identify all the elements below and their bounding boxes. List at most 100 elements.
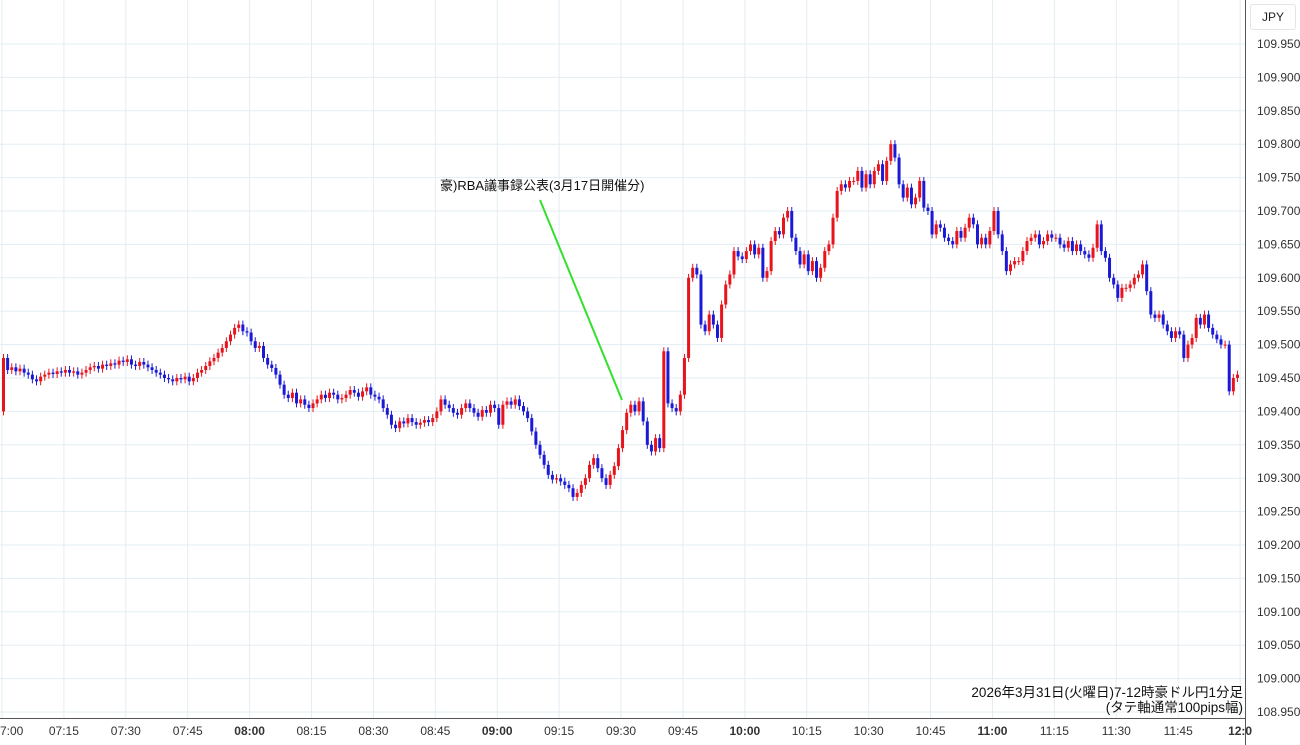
candle-down (14, 367, 18, 372)
candle-down (1161, 314, 1165, 325)
candle-up (191, 378, 195, 382)
price-tick-label: 109.450 (1257, 371, 1300, 385)
caption-line-2: (タテ軸通常100pips幅) (1105, 700, 1243, 715)
candle-down (295, 392, 299, 404)
candle-up (992, 211, 996, 232)
candle-down (286, 394, 290, 399)
candle-down (546, 464, 550, 475)
candle-up (204, 365, 208, 370)
candle-up (905, 187, 909, 198)
candle-up (707, 314, 711, 332)
candle-up (732, 251, 736, 275)
candle-up (728, 274, 732, 285)
candle-down (695, 267, 699, 275)
candle-up (200, 369, 204, 373)
candle-up (1231, 378, 1235, 392)
time-tick-label: 08:00 (234, 724, 265, 738)
candle-down (1070, 241, 1074, 252)
candle-up (63, 369, 67, 373)
candle-up (1033, 234, 1037, 238)
candle-up (823, 251, 827, 268)
candle-up (720, 304, 724, 338)
candle-down (455, 412, 459, 415)
price-tick-label: 109.350 (1257, 438, 1300, 452)
candle-up (1029, 237, 1033, 242)
candle-down (270, 364, 274, 368)
candle-down (394, 424, 398, 429)
candle-down (901, 184, 905, 198)
candle-down (868, 174, 872, 185)
candle-up (212, 357, 216, 362)
candle-down (389, 414, 393, 425)
candle-down (150, 367, 154, 370)
time-tick-label: 08:30 (358, 724, 388, 738)
candle-up (464, 403, 468, 409)
candle-down (332, 392, 336, 395)
time-tick-label: 10:30 (854, 724, 884, 738)
candle-down (134, 364, 138, 366)
candle-down (369, 387, 373, 395)
candle-up (914, 197, 918, 205)
candle-down (670, 403, 674, 409)
candle-up (980, 237, 984, 245)
price-tick-label: 109.500 (1257, 338, 1300, 352)
time-tick-label: 11:30 (1102, 724, 1131, 738)
candle-up (1235, 374, 1239, 378)
candle-up (228, 334, 232, 342)
candle-down (451, 408, 455, 413)
candle-down (860, 170, 864, 188)
candle-down (262, 345, 266, 358)
candle-down (352, 390, 356, 393)
candle-up (802, 254, 806, 265)
price-axis: 109.950 109.900 109.850 109.800 109.750 109.7… (1257, 37, 1300, 719)
time-tick-label: 12:0 (1228, 724, 1252, 738)
candle-down (245, 331, 249, 333)
candle-up (786, 211, 790, 218)
candle-down (377, 396, 381, 400)
candle-up (1174, 331, 1178, 338)
candle-down (1215, 334, 1219, 340)
candle-down (522, 406, 526, 412)
candle-down (1079, 244, 1083, 252)
annotation-label: 豪)RBA議事録公表(3月17日開催分) (440, 178, 645, 193)
candle-down (790, 211, 794, 238)
price-tick-label: 109.250 (1257, 505, 1300, 519)
candle-down (777, 231, 781, 235)
candle-up (687, 277, 691, 358)
candle-up (138, 361, 142, 366)
candle-down (241, 324, 245, 332)
candle-down (1000, 234, 1004, 252)
candle-up (769, 241, 773, 272)
candle-down (893, 144, 897, 158)
candle-down (938, 224, 942, 228)
candle-down (472, 408, 476, 413)
candle-up (621, 430, 625, 449)
candles (2, 140, 1239, 501)
candle-up (208, 361, 212, 366)
candle-down (105, 364, 109, 366)
price-tick-label: 109.700 (1257, 204, 1300, 218)
candle-down (274, 367, 278, 375)
candle-down (649, 444, 653, 452)
candle-down (443, 399, 447, 405)
currency-label[interactable]: JPY (1250, 4, 1296, 30)
candle-down (146, 364, 150, 368)
candle-up (662, 351, 666, 449)
candle-up (1141, 264, 1145, 275)
candle-up (1075, 244, 1079, 252)
candle-down (1149, 291, 1153, 315)
candle-up (872, 170, 876, 185)
candle-down (282, 384, 286, 395)
candle-down (179, 378, 183, 380)
candle-down (385, 408, 389, 415)
candle-down (187, 376, 191, 382)
price-tick-label: 109.950 (1257, 37, 1300, 51)
candle-up (125, 359, 129, 362)
candle-up (1202, 314, 1206, 325)
candle-up (257, 345, 261, 348)
candle-up (340, 398, 344, 400)
time-tick-label: 11:00 (977, 724, 1007, 738)
candle-down (806, 254, 810, 272)
price-tick-label: 109.750 (1257, 171, 1300, 185)
candle-down (971, 217, 975, 225)
